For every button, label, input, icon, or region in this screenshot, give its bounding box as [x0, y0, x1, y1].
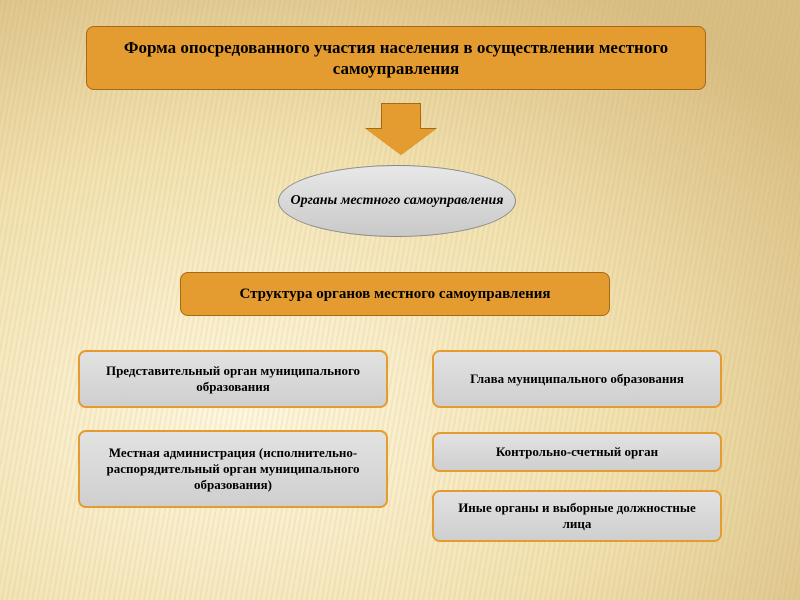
title-text: Форма опосредованного участия населения … [105, 37, 687, 80]
control-body-box: Контрольно-счетный орган [432, 432, 722, 472]
control-body-text: Контрольно-счетный орган [496, 444, 658, 460]
other-bodies-text: Иные органы и выборные должностные лица [448, 500, 706, 533]
structure-text: Структура органов местного самоуправлени… [239, 285, 550, 304]
representative-body-text: Представительный орган муниципального об… [94, 363, 372, 396]
municipal-head-box: Глава муниципального образования [432, 350, 722, 408]
local-administration-text: Местная администрация (исполнительно-рас… [94, 445, 372, 494]
local-administration-box: Местная администрация (исполнительно-рас… [78, 430, 388, 508]
municipal-head-text: Глава муниципального образования [470, 371, 684, 387]
other-bodies-box: Иные органы и выборные должностные лица [432, 490, 722, 542]
down-arrow-icon [366, 103, 436, 155]
representative-body-box: Представительный орган муниципального об… [78, 350, 388, 408]
structure-box: Структура органов местного самоуправлени… [180, 272, 610, 316]
organs-text: Органы местного самоуправления [290, 192, 503, 210]
organs-ellipse: Органы местного самоуправления [278, 165, 516, 237]
title-box: Форма опосредованного участия населения … [86, 26, 706, 90]
